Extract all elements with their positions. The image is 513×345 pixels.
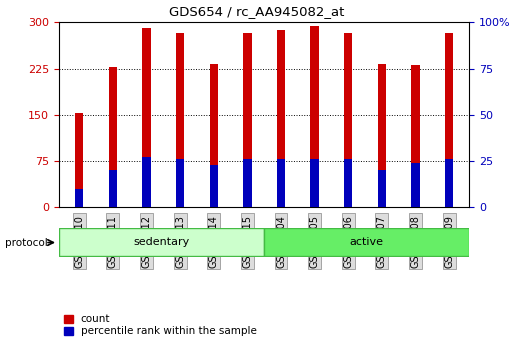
Bar [378,63,386,207]
Bar [310,159,319,207]
Text: sedentary: sedentary [133,237,190,247]
FancyBboxPatch shape [264,228,469,256]
Bar [411,163,420,207]
Bar [109,170,117,207]
Bar [176,33,184,207]
Bar [142,157,151,207]
Text: active: active [350,237,384,247]
Bar [277,159,285,207]
FancyBboxPatch shape [59,228,264,256]
Bar [411,66,420,207]
Bar [445,33,453,207]
Bar [310,26,319,207]
Bar [75,188,84,207]
Text: protocol: protocol [5,238,48,247]
Bar [109,67,117,207]
Bar [209,63,218,207]
Bar [75,113,84,207]
Bar [176,159,184,207]
Bar [445,159,453,207]
Legend: count, percentile rank within the sample: count, percentile rank within the sample [64,314,256,336]
Bar [142,28,151,207]
Bar [344,159,352,207]
Bar [243,159,251,207]
Bar [209,165,218,207]
Bar [277,30,285,207]
Bar [378,170,386,207]
Text: GDS654 / rc_AA945082_at: GDS654 / rc_AA945082_at [169,5,344,18]
Bar [344,33,352,207]
Bar [243,33,251,207]
